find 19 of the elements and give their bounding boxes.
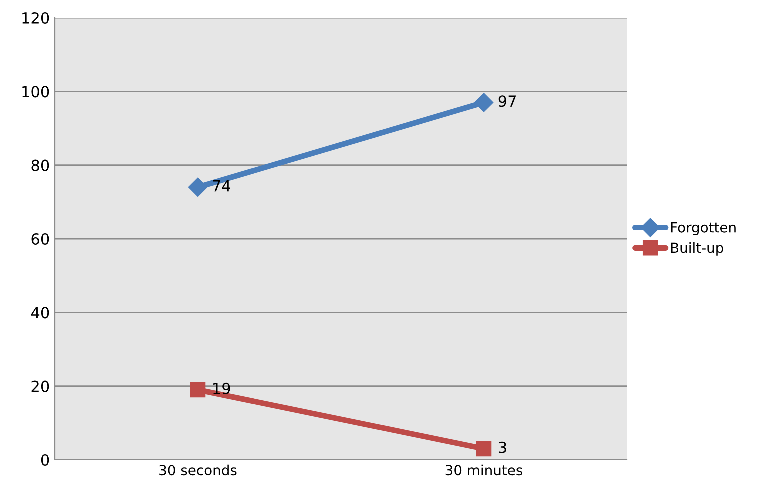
x-tick-label: 30 minutes	[446, 464, 522, 476]
data-label: 3	[499, 442, 506, 454]
y-tick-label: 120	[22, 12, 50, 24]
x-tick-label: 30 seconds	[160, 464, 237, 476]
point	[188, 178, 208, 197]
point	[476, 441, 492, 457]
y-tick-label: 100	[22, 86, 50, 98]
y-tick-label: 80	[32, 160, 50, 172]
point	[474, 93, 494, 112]
y-tick-label: 0	[41, 454, 50, 466]
legend-label: Built-up	[671, 242, 724, 256]
point	[190, 382, 206, 398]
data-label: 97	[498, 96, 516, 108]
y-tick-label: 20	[32, 380, 50, 392]
data-label: 74	[213, 180, 230, 192]
legend-label: Forgotten	[671, 222, 736, 236]
y-tick-label: 60	[32, 233, 50, 246]
y-tick-label: 40	[31, 307, 50, 319]
data-label: 19	[214, 382, 230, 394]
